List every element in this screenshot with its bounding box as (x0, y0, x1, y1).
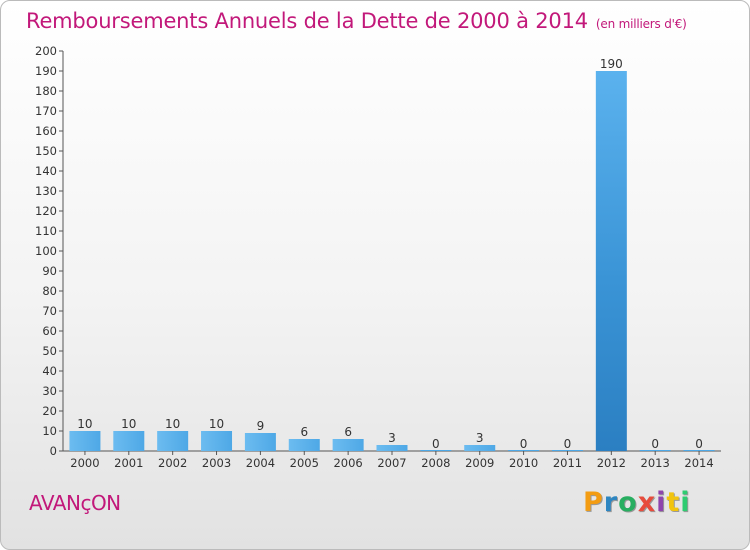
y-tick-label: 120 (35, 204, 57, 218)
x-tick-label: 2014 (684, 456, 713, 470)
x-tick-label: 2001 (114, 456, 143, 470)
x-tick-label: 2010 (509, 456, 538, 470)
y-tick-label: 10 (42, 424, 57, 438)
logo-letter: o (618, 487, 638, 518)
y-tick-label: 100 (35, 244, 57, 258)
y-tick-label: 130 (35, 184, 57, 198)
logo-letter: P (583, 487, 604, 518)
x-tick-label: 2004 (246, 456, 275, 470)
x-tick-label: 2008 (421, 456, 450, 470)
y-tick-label: 30 (42, 384, 57, 398)
logo-letter: r (603, 487, 619, 518)
y-tick-label: 190 (35, 64, 57, 78)
x-tick-label: 2013 (641, 456, 670, 470)
bar (69, 431, 101, 451)
bar (420, 450, 452, 451)
chart-unit: (en milliers d'€) (595, 17, 687, 31)
bar-value-label: 10 (77, 417, 92, 431)
bar (157, 431, 189, 451)
y-tick-label: 200 (35, 44, 57, 58)
y-tick-label: 140 (35, 164, 57, 178)
logo-letter: i (656, 487, 667, 518)
bar-value-label: 9 (257, 419, 265, 433)
y-tick-label: 0 (50, 444, 57, 458)
bar (508, 450, 540, 451)
bar (201, 431, 233, 451)
bar-value-label: 3 (476, 431, 484, 445)
y-tick-label: 170 (35, 104, 57, 118)
bar-value-label: 10 (121, 417, 136, 431)
bar-value-label: 10 (209, 417, 224, 431)
x-tick-label: 2006 (333, 456, 362, 470)
logo-letter: x (637, 487, 657, 518)
bar (639, 450, 671, 451)
y-tick-label: 110 (35, 224, 57, 238)
y-tick-label: 60 (42, 324, 57, 338)
bar-value-label: 3 (388, 431, 396, 445)
x-tick-label: 2007 (377, 456, 406, 470)
bar (244, 433, 276, 451)
bar-value-label: 0 (651, 437, 659, 451)
x-tick-label: 2011 (553, 456, 582, 470)
bar-value-label: 0 (695, 437, 703, 451)
chart-title-text: Remboursements Annuels de la Dette de 20… (26, 9, 588, 33)
y-tick-label: 20 (42, 404, 57, 418)
y-tick-label: 80 (42, 284, 57, 298)
proxiti-logo: Proxiti (583, 487, 691, 518)
bar-value-label: 6 (344, 425, 352, 439)
x-tick-label: 2002 (158, 456, 187, 470)
y-tick-label: 180 (35, 84, 57, 98)
y-tick-label: 40 (42, 364, 57, 378)
y-tick-label: 90 (42, 264, 57, 278)
bar (288, 439, 320, 451)
logo-letter: t (666, 487, 681, 518)
x-tick-label: 2012 (597, 456, 626, 470)
town-name: AVANçON (29, 491, 121, 515)
bar-value-label: 0 (520, 437, 528, 451)
bar (683, 450, 715, 451)
bar (376, 445, 408, 451)
bar (595, 71, 627, 451)
bar (332, 439, 364, 451)
x-tick-label: 2009 (465, 456, 494, 470)
chart-title: Remboursements Annuels de la Dette de 20… (26, 9, 687, 33)
y-tick-label: 50 (42, 344, 57, 358)
x-tick-label: 2000 (70, 456, 99, 470)
bar-value-label: 190 (600, 57, 623, 71)
y-tick-label: 150 (35, 144, 57, 158)
logo-letter: i (680, 487, 691, 518)
y-tick-label: 70 (42, 304, 57, 318)
bar (113, 431, 145, 451)
bar (551, 450, 583, 451)
bar-value-label: 6 (300, 425, 308, 439)
bar (464, 445, 496, 451)
x-tick-label: 2003 (202, 456, 231, 470)
y-tick-label: 160 (35, 124, 57, 138)
x-tick-label: 2005 (290, 456, 319, 470)
bar-value-label: 0 (432, 437, 440, 451)
bar-value-label: 0 (564, 437, 572, 451)
bar-value-label: 10 (165, 417, 180, 431)
